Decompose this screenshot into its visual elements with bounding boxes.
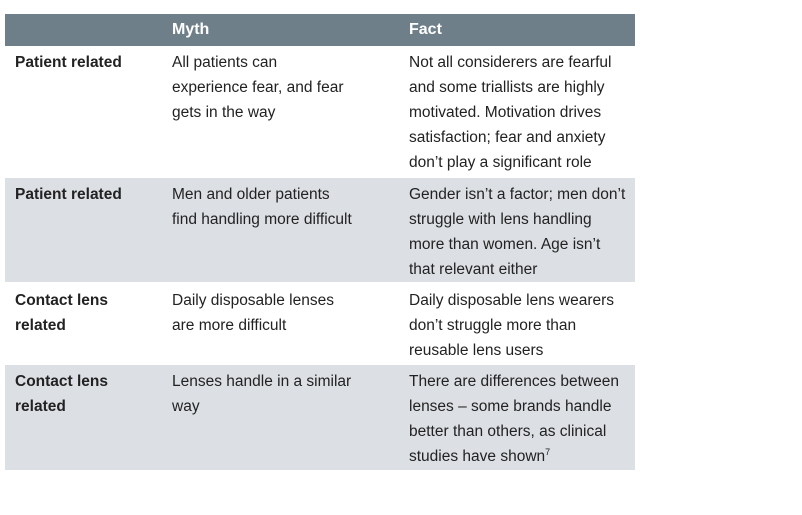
row-category: Patient related xyxy=(15,54,122,71)
reference-superscript: 7 xyxy=(545,446,551,457)
row-category: Contact lens related xyxy=(15,373,109,415)
row-myth: Men and older patients find handling mor… xyxy=(172,186,352,228)
table-row: Patient related Men and older patients f… xyxy=(5,178,635,282)
row-fact: Daily disposable lens wearers don’t stru… xyxy=(409,292,615,359)
table-header: Myth Fact xyxy=(5,14,635,46)
myth-fact-table: Myth Fact Patient related All patients c… xyxy=(5,14,635,470)
row-myth: Daily disposable lenses are more difficu… xyxy=(172,292,334,334)
table-row: Contact lens related Lenses handle in a … xyxy=(5,365,635,470)
row-fact: Gender isn’t a factor; men don’t struggl… xyxy=(409,186,626,278)
header-fact: Fact xyxy=(409,21,442,38)
row-fact: There are differences between lenses – s… xyxy=(409,373,619,465)
header-myth: Myth xyxy=(172,21,210,38)
row-category: Patient related xyxy=(15,186,122,203)
row-category: Contact lens related xyxy=(15,292,109,334)
row-myth: Lenses handle in a similar way xyxy=(172,373,352,415)
row-fact: Not all considerers are fearful and some… xyxy=(409,54,612,171)
table-row: Contact lens related Daily disposable le… xyxy=(5,282,635,365)
table-row: Patient related All patients can experie… xyxy=(5,46,635,178)
row-myth: All patients can experience fear, and fe… xyxy=(172,54,344,121)
row-fact-cell: There are differences between lenses – s… xyxy=(399,369,635,470)
